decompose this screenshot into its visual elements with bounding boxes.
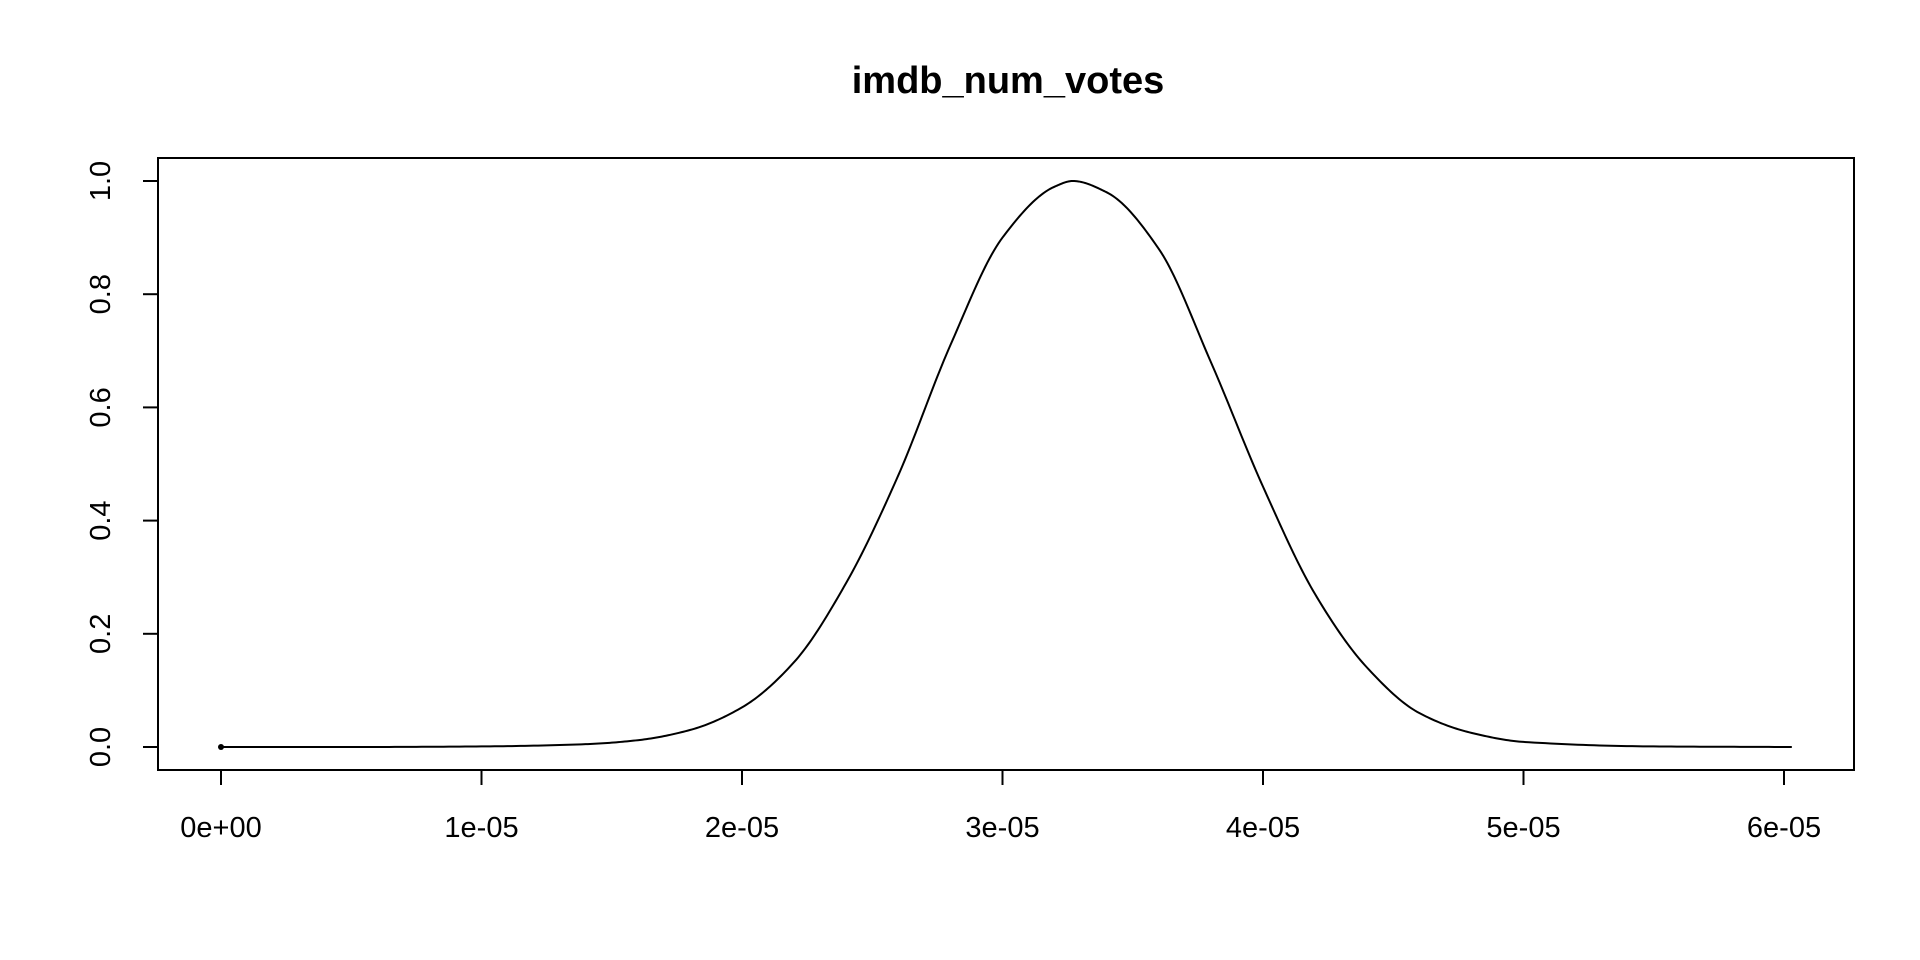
plot-frame <box>157 157 1855 771</box>
y-tick-label: 0.2 <box>85 614 117 654</box>
y-tick-label: 0.4 <box>85 500 117 540</box>
x-tick-label: 1e-05 <box>444 812 518 844</box>
y-tick-label: 0.6 <box>85 387 117 427</box>
start-point-marker <box>218 744 224 750</box>
x-tick-label: 0e+00 <box>180 812 261 844</box>
x-tick-label: 2e-05 <box>705 812 779 844</box>
density-curve <box>221 179 1792 748</box>
y-tick-label: 0.0 <box>85 727 117 767</box>
y-tick-label: 0.8 <box>85 274 117 314</box>
plot-area <box>218 179 1792 750</box>
y-tick-label: 1.0 <box>85 161 117 201</box>
chart-title: imdb_num_votes <box>852 60 1165 102</box>
x-tick-label: 4e-05 <box>1226 812 1300 844</box>
x-axis: 0e+00 1e-05 2e-05 3e-05 4e-05 5e-05 6e-05 <box>180 769 1821 844</box>
y-axis: 0.0 0.2 0.4 0.6 0.8 1.0 <box>85 161 159 767</box>
x-tick-label: 5e-05 <box>1486 812 1560 844</box>
x-tick-label: 3e-05 <box>965 812 1039 844</box>
x-tick-label: 6e-05 <box>1747 812 1821 844</box>
